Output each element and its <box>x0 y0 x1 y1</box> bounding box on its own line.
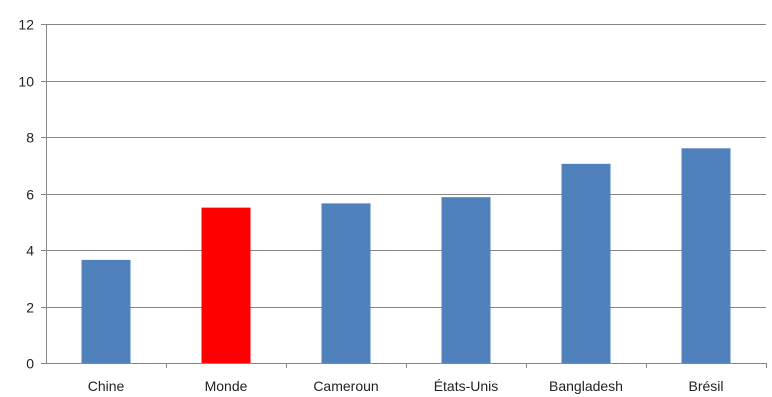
x-tick-label: Cameroun <box>313 378 378 394</box>
bar-cameroun <box>321 203 371 363</box>
bar-bangladesh <box>561 163 611 363</box>
y-tick-label: 2 <box>26 300 34 316</box>
x-tick-label: Bangladesh <box>549 378 623 394</box>
y-tick-label: 12 <box>18 17 34 33</box>
x-tick-labels: Chine Monde Cameroun États-Unis Bangladesh Br… <box>88 378 724 394</box>
y-tick-label: 6 <box>26 187 34 203</box>
bar--tats-unis <box>441 197 491 363</box>
bar-br-sil <box>681 148 731 363</box>
axes <box>46 24 766 364</box>
y-tick-labels: 0 2 4 6 8 10 12 <box>18 17 34 372</box>
x-tick-label: États-Unis <box>434 378 499 394</box>
x-tick-label: Brésil <box>688 378 723 394</box>
y-tick-label: 10 <box>18 74 34 90</box>
y-tick-label: 0 <box>26 356 34 372</box>
x-tick-label: Monde <box>205 378 248 394</box>
y-tick-label: 4 <box>26 243 34 259</box>
bar-chine <box>81 259 131 363</box>
bars <box>81 148 731 363</box>
gridlines <box>41 24 767 368</box>
x-tick-label: Chine <box>88 378 125 394</box>
bar-monde <box>201 207 251 363</box>
y-tick-label: 8 <box>26 130 34 146</box>
